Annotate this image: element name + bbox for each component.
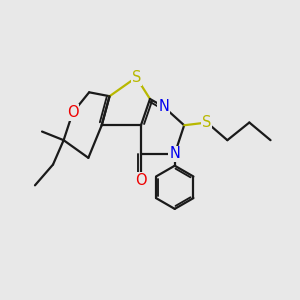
Text: O: O: [135, 173, 147, 188]
Text: N: N: [158, 99, 169, 114]
Text: S: S: [202, 115, 212, 130]
Text: N: N: [169, 146, 180, 161]
Text: S: S: [132, 70, 141, 85]
Text: O: O: [67, 105, 79, 120]
